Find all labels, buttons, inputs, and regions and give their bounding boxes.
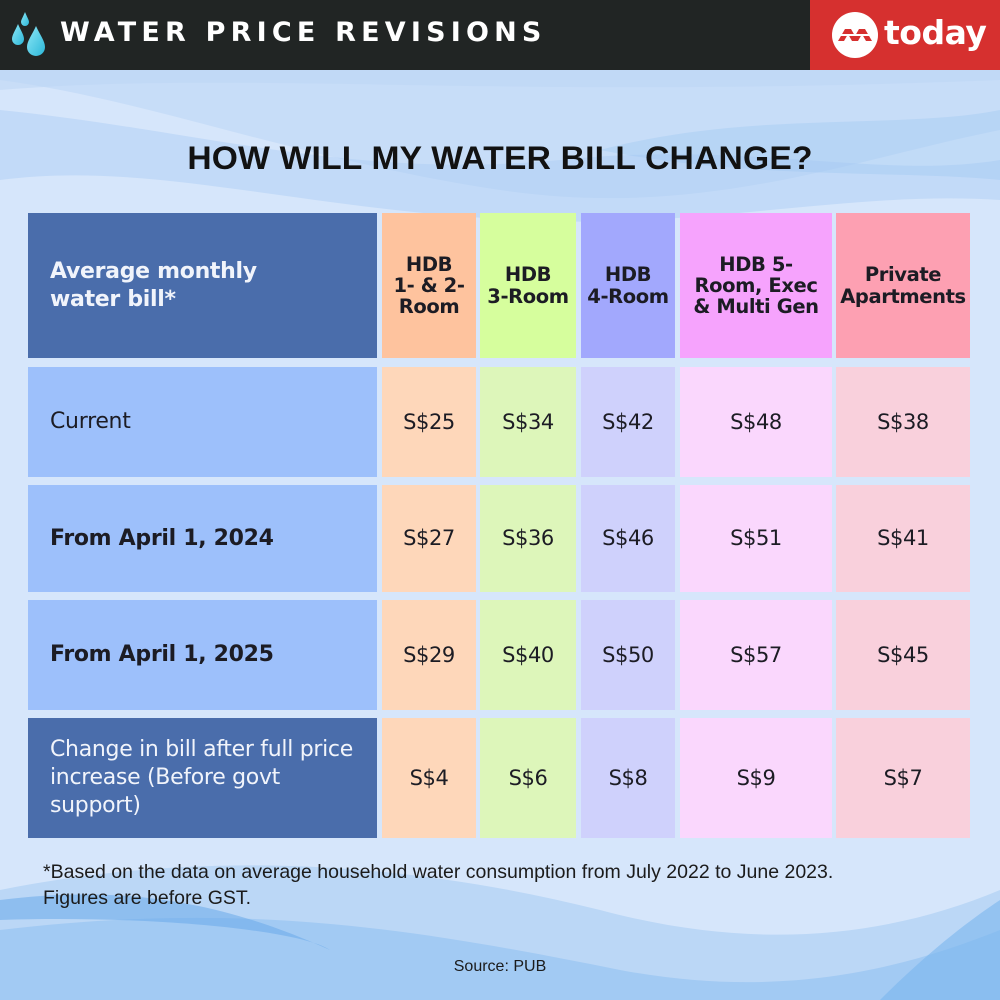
column-header: HDB 3-Room [480,213,576,358]
table-cell: S$45 [836,600,970,710]
cell-value: S$51 [730,526,782,551]
column-header-line: HDB [405,252,453,276]
column-header-line: 3-Room [487,284,569,308]
column-header-line: HDB [604,263,652,287]
column-header: HDB 1- & 2- Room [382,213,476,358]
table-cell: S$7 [836,718,970,838]
footnote-line-1: *Based on the data on average household … [43,861,834,883]
water-drops-icon [12,12,45,56]
table-cell: S$36 [480,485,576,592]
cell-value: S$8 [608,765,648,790]
corner-label-text: Average monthly water bill* [50,258,257,312]
source-credit: Source: PUB [453,958,547,975]
table-cell: S$48 [680,367,832,477]
table-cell: S$8 [581,718,675,838]
row-label: Current [28,367,377,477]
table-cell: S$34 [480,367,576,477]
cell-value: S$46 [602,526,654,551]
row-label-text: From April 1, 2024 [50,525,274,551]
page-title: HOW WILL MY WATER BILL CHANGE? [187,140,813,176]
cell-value: S$27 [403,526,455,551]
table-cell: S$42 [581,367,675,477]
table-cell: S$38 [836,367,970,477]
table-cell: S$57 [680,600,832,710]
cell-value: S$34 [502,409,554,434]
column-header-label: HDB 4-Room [587,263,669,308]
table-cell: S$50 [581,600,675,710]
cell-value: S$38 [877,409,929,434]
table-cell: S$25 [382,367,476,477]
column-header: Private Apartments [836,213,970,358]
brand-logo: today [810,0,1000,70]
cell-value: S$50 [602,642,654,667]
cell-value: S$36 [502,526,554,551]
row-label: Change in bill after full price increase… [28,718,377,838]
column-header: HDB 5- Room, Exec & Multi Gen [680,213,832,358]
column-header-label: HDB 3-Room [487,263,569,308]
cell-value: S$4 [409,765,449,790]
cell-value: S$40 [502,642,554,667]
row-label: From April 1, 2024 [28,485,377,592]
mediacorp-logo-icon [832,12,878,58]
row-label-text: From April 1, 2025 [50,642,274,668]
table-cell: S$46 [581,485,675,592]
column-header-line: Room, Exec [694,273,818,297]
cell-value: S$45 [877,642,929,667]
column-header-label: HDB 5- Room, Exec & Multi Gen [693,252,819,319]
table-cell: S$29 [382,600,476,710]
table-cell: S$9 [680,718,832,838]
table-cell: S$27 [382,485,476,592]
cell-value: S$9 [736,765,776,790]
column-header-line: HDB [504,263,552,287]
row-label: From April 1, 2025 [28,600,377,710]
table-cell: S$51 [680,485,832,592]
cell-value: S$29 [403,642,455,667]
column-header-line: & Multi Gen [693,295,819,319]
table-corner-label: Average monthly water bill* [28,213,377,358]
column-header-label: Private Apartments [840,264,966,306]
banner-title: WATER PRICE REVISIONS [60,17,547,48]
cell-value: S$57 [730,642,782,667]
column-header-line: 4-Room [587,284,669,308]
column-header-line: Private [864,263,942,287]
column-header-line: 1- & 2- [393,273,465,297]
cell-value: S$6 [508,765,548,790]
cell-value: S$48 [730,409,782,434]
column-header-label: HDB 1- & 2- Room [393,252,465,319]
footnote: *Based on the data on average household … [43,860,983,911]
cell-value: S$41 [877,526,929,551]
footnote-line-2: Figures are before GST. [43,886,252,909]
cell-value: S$42 [602,409,654,434]
column-header-line: Room [398,295,460,319]
row-label-text: Change in bill after full price increase… [50,737,353,818]
table-cell: S$6 [480,718,576,838]
table-cell: S$41 [836,485,970,592]
column-header-line: Apartments [840,284,966,308]
cell-value: S$25 [403,409,455,434]
brand-name: today [884,13,987,52]
top-banner: WATER PRICE REVISIONS today [0,0,1000,70]
cell-value: S$7 [883,765,923,790]
column-header: HDB 4-Room [581,213,675,358]
table-cell: S$4 [382,718,476,838]
column-header-line: HDB 5- [719,252,793,276]
row-label-text: Current [50,409,131,435]
table-cell: S$40 [480,600,576,710]
